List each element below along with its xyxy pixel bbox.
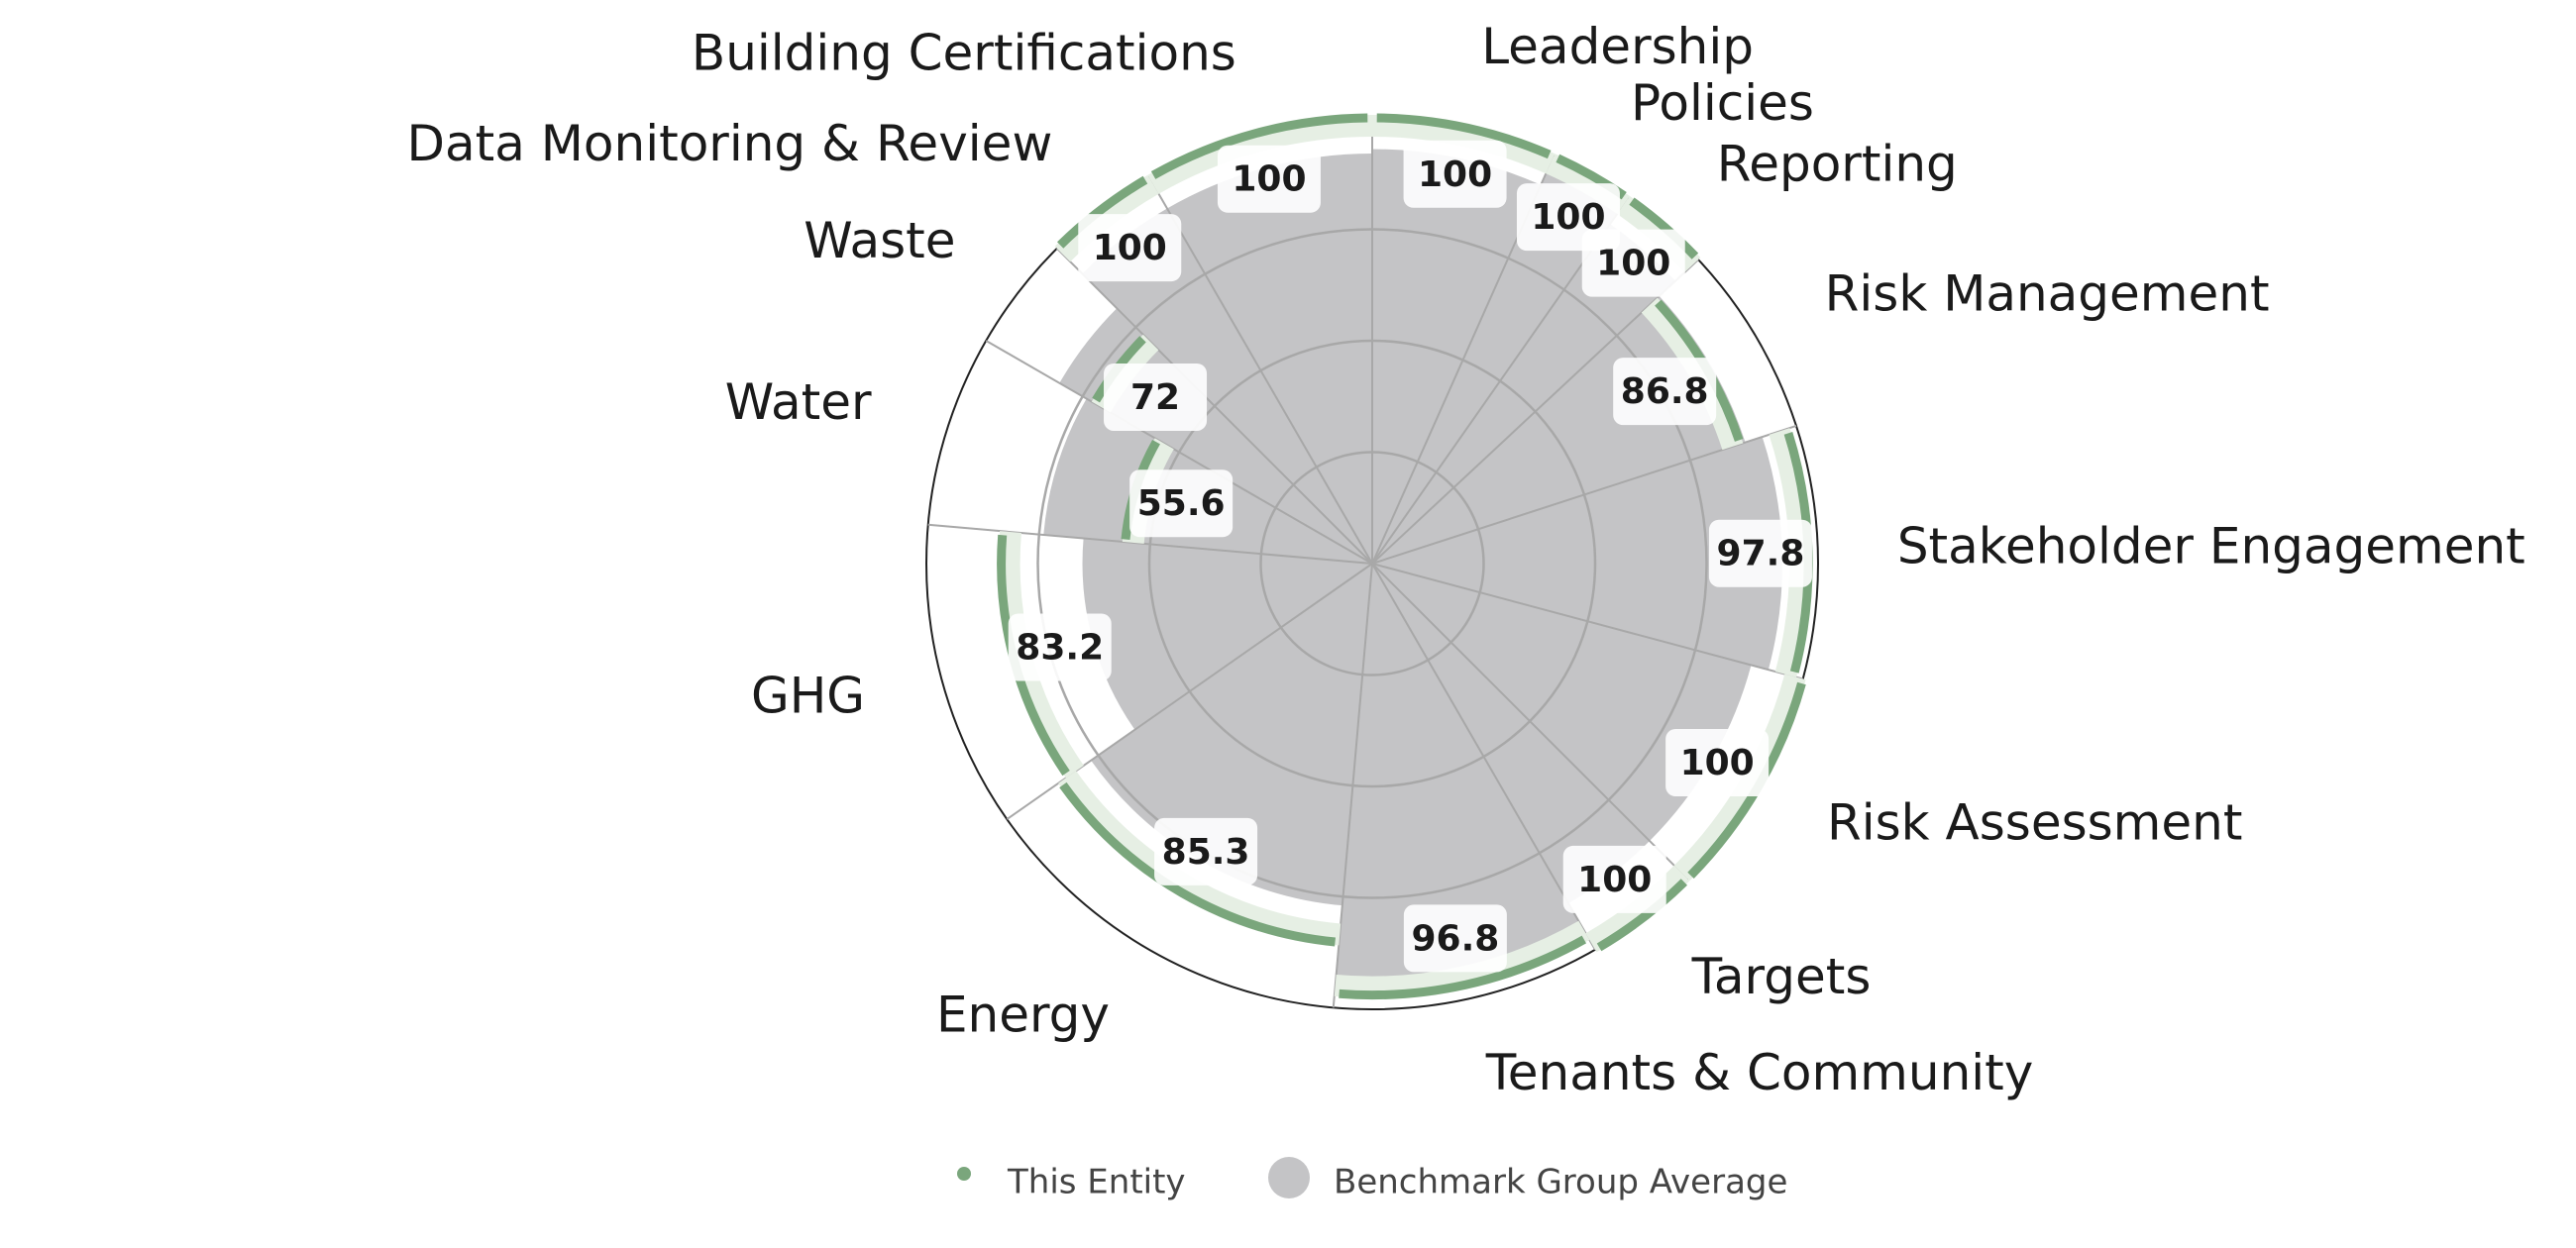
spoke xyxy=(1371,563,1803,680)
category-label: Leadership xyxy=(1481,18,1754,75)
legend-marker xyxy=(957,1167,971,1181)
spoke xyxy=(1371,424,1797,565)
benchmark-wedge xyxy=(1336,564,1580,979)
value-label: 72 xyxy=(1130,377,1180,418)
spoke xyxy=(1332,563,1373,1008)
value-label: 100 xyxy=(1232,159,1306,200)
category-label: Risk Assessment xyxy=(1827,794,2242,852)
category-label: Building Certifications xyxy=(692,25,1236,82)
entity-halo xyxy=(1371,115,1556,174)
category-label: Data Monitoring & Review xyxy=(407,115,1053,172)
spoke xyxy=(1371,259,1699,565)
value-label-box xyxy=(1217,145,1321,213)
entity-arc xyxy=(1150,113,1368,179)
category-label: Tenants & Community xyxy=(1485,1044,2034,1101)
benchmark-wedge xyxy=(1082,538,1372,730)
value-label-box xyxy=(1008,613,1112,681)
entity-halo xyxy=(1334,920,1590,998)
entity-arc xyxy=(1596,879,1687,952)
category-label: Waste xyxy=(804,212,955,269)
spoke xyxy=(1371,563,1596,951)
value-label-box xyxy=(1665,729,1770,796)
entity-halo xyxy=(1058,771,1342,946)
spoke xyxy=(1371,563,1688,880)
benchmark-wedge xyxy=(1167,154,1372,564)
value-label: 97.8 xyxy=(1717,534,1805,574)
value-label-box xyxy=(1129,469,1234,538)
value-label: 100 xyxy=(1680,743,1755,783)
entity-arc xyxy=(1556,154,1627,200)
entity-halo xyxy=(1147,115,1373,194)
value-label: 85.3 xyxy=(1162,832,1250,873)
value-label-box xyxy=(1154,817,1258,885)
category-label: Stakeholder Engagement xyxy=(1897,518,2525,575)
spoke xyxy=(1056,248,1373,565)
benchmark-wedge xyxy=(1372,564,1651,903)
entity-arc xyxy=(1629,197,1699,260)
category-label: Energy xyxy=(936,986,1110,1043)
spoke xyxy=(985,340,1373,565)
value-label: 83.2 xyxy=(1016,627,1104,668)
value-label-box xyxy=(1562,845,1666,913)
value-label-box xyxy=(1403,904,1507,973)
value-label-box xyxy=(1581,229,1685,297)
legend-label: Benchmark Group Average xyxy=(1334,1163,1787,1202)
benchmark-wedge xyxy=(1372,564,1752,842)
value-label: 55.6 xyxy=(1137,483,1226,524)
value-label: 100 xyxy=(1093,228,1167,268)
value-label: 96.8 xyxy=(1411,918,1499,959)
benchmark-wedge xyxy=(1372,224,1676,564)
value-label-box xyxy=(1708,519,1812,587)
value-label-box xyxy=(1613,358,1717,426)
category-label: Water xyxy=(725,373,872,431)
legend-marker xyxy=(1268,1157,1310,1198)
value-label-box xyxy=(1104,363,1208,431)
value-label-box xyxy=(1403,140,1507,208)
benchmark-wedge xyxy=(1372,172,1618,564)
category-label: Risk Management xyxy=(1825,265,2270,323)
category-label: Reporting xyxy=(1717,136,1958,193)
value-label: 100 xyxy=(1418,155,1492,195)
legend-label: This Entity xyxy=(1007,1163,1186,1202)
spoke xyxy=(1148,176,1373,565)
entity-arc xyxy=(1376,113,1552,159)
value-label-box xyxy=(1078,214,1182,282)
value-label: 100 xyxy=(1596,244,1670,284)
value-label: 86.8 xyxy=(1621,371,1709,412)
benchmark-wedge xyxy=(1372,437,1782,671)
entity-arc xyxy=(1059,781,1336,947)
value-label: 100 xyxy=(1577,860,1652,900)
spoke xyxy=(927,523,1373,565)
category-label: Targets xyxy=(1691,948,1872,1005)
entity-halo xyxy=(1546,154,1630,215)
entity-arc xyxy=(1057,175,1148,249)
category-label: GHG xyxy=(751,668,865,725)
category-label: Policies xyxy=(1631,74,1814,132)
benchmark-wedge xyxy=(1082,208,1372,564)
entity-arc xyxy=(1339,935,1587,1000)
